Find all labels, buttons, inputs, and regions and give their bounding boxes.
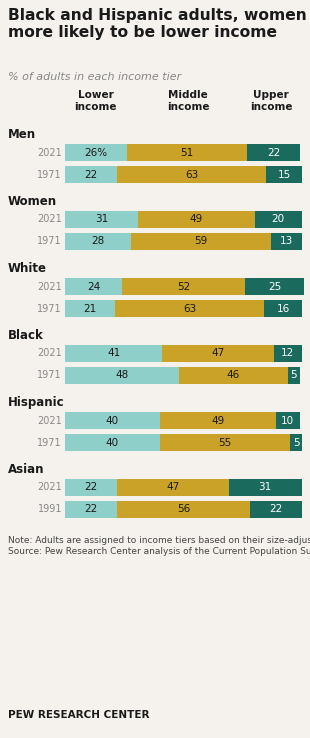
Text: 2021: 2021 [37, 148, 62, 157]
Text: 20: 20 [272, 215, 285, 224]
Bar [271, 233, 302, 250]
Text: 1991: 1991 [38, 505, 62, 514]
Text: 40: 40 [106, 438, 119, 447]
Text: 49: 49 [211, 415, 224, 426]
Bar [290, 434, 302, 451]
Text: 10: 10 [281, 415, 294, 426]
Bar [126, 144, 247, 161]
Text: 63: 63 [185, 170, 198, 179]
Text: 47: 47 [211, 348, 224, 359]
Bar [65, 211, 139, 228]
Text: Women: Women [8, 195, 57, 208]
Text: 1971: 1971 [38, 370, 62, 381]
Bar [267, 166, 302, 183]
Bar [65, 345, 162, 362]
Text: 1971: 1971 [38, 170, 62, 179]
Bar [65, 278, 122, 295]
Bar [65, 233, 131, 250]
Text: 22: 22 [269, 505, 282, 514]
Bar [247, 144, 300, 161]
Text: 52: 52 [177, 281, 190, 292]
Bar [117, 479, 228, 496]
Text: 22: 22 [84, 170, 98, 179]
Text: 49: 49 [190, 215, 203, 224]
Text: 5: 5 [293, 438, 299, 447]
Bar [115, 300, 264, 317]
Bar [160, 434, 290, 451]
Text: % of adults in each income tier: % of adults in each income tier [8, 72, 181, 82]
Text: Middle
income: Middle income [167, 90, 210, 111]
Text: 2021: 2021 [37, 348, 62, 359]
Bar [276, 412, 300, 429]
Text: Black and Hispanic adults, women are
more likely to be lower income: Black and Hispanic adults, women are mor… [8, 8, 310, 41]
Text: Lower
income: Lower income [75, 90, 117, 111]
Bar [65, 300, 115, 317]
Text: 22: 22 [267, 148, 280, 157]
Text: Note: Adults are assigned to income tiers based on their size-adjusted household: Note: Adults are assigned to income tier… [8, 536, 310, 556]
Text: 24: 24 [87, 281, 100, 292]
Bar [65, 144, 126, 161]
Text: 31: 31 [95, 215, 108, 224]
Bar [160, 412, 276, 429]
Text: 13: 13 [280, 236, 293, 246]
Bar [65, 434, 160, 451]
Bar [131, 233, 271, 250]
Text: 55: 55 [218, 438, 232, 447]
Bar [117, 166, 267, 183]
Bar [65, 479, 117, 496]
Text: 5: 5 [290, 370, 297, 381]
Text: 40: 40 [106, 415, 119, 426]
Text: 63: 63 [183, 303, 196, 314]
Text: 25: 25 [268, 281, 281, 292]
Bar [65, 412, 160, 429]
Text: 59: 59 [195, 236, 208, 246]
Bar [65, 367, 179, 384]
Text: 46: 46 [227, 370, 240, 381]
Text: 22: 22 [84, 505, 98, 514]
Bar [273, 345, 302, 362]
Text: 2021: 2021 [37, 215, 62, 224]
Text: Hispanic: Hispanic [8, 396, 64, 409]
Text: Men: Men [8, 128, 36, 141]
Text: 16: 16 [277, 303, 290, 314]
Text: 1971: 1971 [38, 303, 62, 314]
Bar [65, 166, 117, 183]
Bar [255, 211, 302, 228]
Text: 2021: 2021 [37, 415, 62, 426]
Text: 1971: 1971 [38, 438, 62, 447]
Text: 51: 51 [180, 148, 194, 157]
Bar [250, 501, 302, 518]
Text: 31: 31 [259, 483, 272, 492]
Text: 2021: 2021 [37, 281, 62, 292]
Bar [228, 479, 302, 496]
Bar [65, 501, 117, 518]
Text: 56: 56 [177, 505, 190, 514]
Text: Upper
income: Upper income [250, 90, 292, 111]
Text: 12: 12 [281, 348, 294, 359]
Text: 1971: 1971 [38, 236, 62, 246]
Text: 28: 28 [91, 236, 105, 246]
Text: Asian: Asian [8, 463, 45, 476]
Bar [162, 345, 273, 362]
Bar [179, 367, 288, 384]
Bar [139, 211, 255, 228]
Bar [117, 501, 250, 518]
Bar [264, 300, 302, 317]
Text: 21: 21 [83, 303, 96, 314]
Text: 48: 48 [115, 370, 129, 381]
Bar [245, 278, 304, 295]
Text: 47: 47 [166, 483, 179, 492]
Text: 15: 15 [277, 170, 291, 179]
Text: Black: Black [8, 329, 44, 342]
Bar [288, 367, 300, 384]
Text: White: White [8, 262, 47, 275]
Text: 41: 41 [107, 348, 120, 359]
Text: 22: 22 [84, 483, 98, 492]
Text: 26%: 26% [84, 148, 107, 157]
Text: PEW RESEARCH CENTER: PEW RESEARCH CENTER [8, 710, 149, 720]
Text: 2021: 2021 [37, 483, 62, 492]
Bar [122, 278, 245, 295]
